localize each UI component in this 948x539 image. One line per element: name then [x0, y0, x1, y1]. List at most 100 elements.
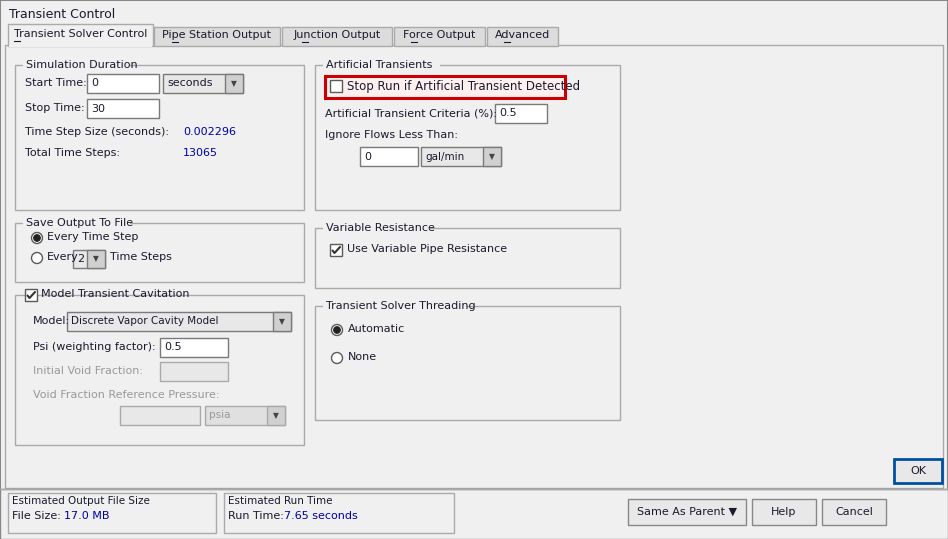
- Bar: [15, 295, 304, 445]
- Bar: [487, 27, 558, 46]
- Text: ▼: ▼: [489, 152, 495, 161]
- Bar: [330, 80, 342, 92]
- Text: psia: psia: [209, 411, 230, 420]
- Bar: [323, 59, 440, 72]
- Bar: [822, 499, 886, 525]
- Text: Advanced: Advanced: [495, 30, 550, 40]
- Text: Initial Void Fraction:: Initial Void Fraction:: [33, 366, 143, 376]
- Text: ▼: ▼: [93, 254, 99, 264]
- Bar: [0, 489, 948, 539]
- Text: Time Steps: Time Steps: [110, 252, 172, 262]
- Bar: [87, 74, 159, 93]
- Bar: [330, 244, 342, 256]
- Text: Ignore Flows Less Than:: Ignore Flows Less Than:: [325, 130, 458, 140]
- Bar: [15, 223, 304, 282]
- Bar: [325, 76, 565, 98]
- Text: 17.0 MB: 17.0 MB: [64, 511, 110, 521]
- Text: ▼: ▼: [231, 79, 237, 88]
- Text: 0.002296: 0.002296: [183, 127, 236, 137]
- Bar: [273, 312, 291, 331]
- Bar: [163, 74, 243, 93]
- Bar: [8, 493, 216, 533]
- Bar: [8, 24, 153, 46]
- Text: Transient Solver Control: Transient Solver Control: [14, 29, 147, 39]
- Text: Junction Output: Junction Output: [293, 30, 381, 40]
- Text: Use Variable Pipe Resistance: Use Variable Pipe Resistance: [347, 244, 507, 254]
- Text: 0.5: 0.5: [164, 342, 182, 353]
- Text: Stop Time:: Stop Time:: [25, 103, 84, 113]
- Bar: [160, 338, 228, 357]
- Circle shape: [332, 353, 342, 363]
- Text: Save Output To File: Save Output To File: [26, 218, 133, 228]
- Bar: [360, 147, 418, 166]
- Text: Cancel: Cancel: [835, 507, 873, 517]
- Text: 0.5: 0.5: [499, 108, 517, 119]
- Text: Simulation Duration: Simulation Duration: [26, 60, 137, 70]
- Text: Artificial Transients: Artificial Transients: [326, 60, 432, 70]
- Text: 13065: 13065: [183, 148, 218, 158]
- Bar: [160, 362, 228, 381]
- Bar: [315, 65, 620, 210]
- Bar: [9, 45, 152, 47]
- Bar: [315, 306, 620, 420]
- Bar: [5, 45, 943, 488]
- Text: None: None: [348, 352, 377, 362]
- Text: 2: 2: [77, 254, 84, 264]
- Bar: [483, 147, 501, 166]
- Text: Void Fraction Reference Pressure:: Void Fraction Reference Pressure:: [33, 390, 220, 400]
- Bar: [87, 250, 105, 268]
- Bar: [205, 406, 285, 425]
- Bar: [628, 499, 746, 525]
- Text: ▼: ▼: [279, 317, 285, 326]
- Text: 0: 0: [364, 151, 371, 162]
- Text: gal/min: gal/min: [425, 151, 465, 162]
- Bar: [315, 228, 620, 288]
- Bar: [67, 312, 291, 331]
- Bar: [267, 406, 285, 425]
- Bar: [87, 99, 159, 118]
- Bar: [421, 147, 501, 166]
- Text: Model:: Model:: [33, 316, 70, 326]
- Text: Total Time Steps:: Total Time Steps:: [25, 148, 120, 158]
- Bar: [495, 104, 547, 123]
- Text: Discrete Vapor Cavity Model: Discrete Vapor Cavity Model: [71, 316, 218, 327]
- Text: Variable Resistance: Variable Resistance: [326, 223, 435, 233]
- Text: ▼: ▼: [273, 411, 279, 420]
- Text: Stop Run if Artificial Transient Detected: Stop Run if Artificial Transient Detecte…: [347, 80, 580, 93]
- Bar: [154, 27, 280, 46]
- Bar: [15, 65, 304, 210]
- Bar: [894, 459, 942, 483]
- Bar: [323, 222, 429, 235]
- Text: Help: Help: [772, 507, 796, 517]
- Text: Transient Control: Transient Control: [9, 8, 116, 21]
- Text: 0: 0: [91, 79, 98, 88]
- Bar: [323, 300, 466, 313]
- Bar: [23, 59, 130, 72]
- Bar: [120, 406, 200, 425]
- Text: Time Step Size (seconds):: Time Step Size (seconds):: [25, 127, 169, 137]
- Bar: [225, 74, 243, 93]
- Bar: [73, 250, 105, 268]
- Text: Start Time:: Start Time:: [25, 78, 87, 88]
- Text: Every Time Step: Every Time Step: [47, 232, 138, 242]
- Text: Transient Solver Threading: Transient Solver Threading: [326, 301, 476, 311]
- Text: Psi (weighting factor):: Psi (weighting factor):: [33, 342, 155, 352]
- Text: Force Output: Force Output: [403, 30, 476, 40]
- Text: Same As Parent ▼: Same As Parent ▼: [637, 507, 737, 517]
- Circle shape: [31, 232, 43, 244]
- Text: Estimated Output File Size: Estimated Output File Size: [12, 496, 150, 506]
- Text: Automatic: Automatic: [348, 324, 405, 334]
- Bar: [224, 493, 454, 533]
- Text: Model Transient Cavitation: Model Transient Cavitation: [41, 289, 190, 299]
- Text: Run Time:: Run Time:: [228, 511, 283, 521]
- Text: 30: 30: [91, 103, 105, 114]
- Text: Artificial Transient Criteria (%):: Artificial Transient Criteria (%):: [325, 108, 497, 118]
- Text: File Size:: File Size:: [12, 511, 61, 521]
- Text: 7.65 seconds: 7.65 seconds: [284, 511, 357, 521]
- Bar: [23, 217, 130, 230]
- Circle shape: [31, 252, 43, 264]
- Bar: [282, 27, 392, 46]
- Text: seconds: seconds: [167, 79, 212, 88]
- Bar: [25, 289, 37, 301]
- Text: OK: OK: [910, 466, 926, 476]
